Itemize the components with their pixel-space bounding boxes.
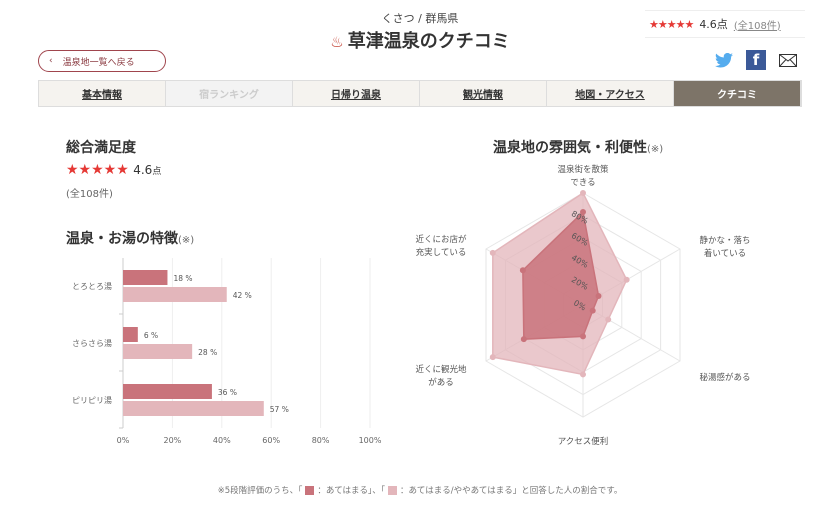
rating-stars: ★★★★★ [649,17,694,31]
bar [123,270,168,285]
satisfaction-rating: ★★★★★ 4.6点 [66,162,161,178]
bar-value-label: 57 % [270,405,289,414]
radar-axis-label: 着いている [704,248,746,259]
radar-point [589,307,596,314]
radar-point [489,354,496,361]
category-label: とろとろ湯 [72,281,112,291]
x-tick-label: 0% [117,436,130,445]
review-count-link[interactable]: (全108件) [733,20,781,32]
category-label: さらさら湯 [72,338,112,348]
rating-score: 4.6点 [699,18,728,31]
radar-axis-label: アクセス便利 [558,436,609,447]
radar-axis-label: 近くにお店が [415,234,467,245]
x-tick-label: 40% [213,436,231,445]
bar [123,384,212,399]
tab-reviews[interactable]: クチコミ [674,81,801,106]
tab-basic-info[interactable]: 基本情報 [39,81,166,106]
radar-chart-note: (※) [647,144,664,155]
header-rating: ★★★★★ 4.6点 (全108件) [645,10,805,38]
x-tick-label: 100% [359,436,382,445]
tab-day-trip[interactable]: 日帰り温泉 [293,81,420,106]
radar-axis-label: 静かな・落ち [699,235,750,246]
tab-inn-ranking: 宿ランキング [166,81,293,106]
radar-point [580,190,586,196]
radar-chart-title: 温泉地の雰囲気・利便性(※) [493,137,663,157]
back-label: 温泉地一覧へ戻る [62,57,135,68]
legend-swatch-dark [305,486,315,495]
tab-sightseeing[interactable]: 観光情報 [420,81,547,106]
category-label: ピリピリ湯 [72,395,112,405]
bar [123,287,227,302]
page-title: ♨ 草津温泉のクチコミ [0,27,840,53]
bar-value-label: 36 % [218,388,237,397]
radar-point [489,249,496,256]
tab-bar: 基本情報 宿ランキング 日帰り温泉 観光情報 地図・アクセス クチコミ [38,80,802,107]
satisfaction-count: (全108件) [66,189,113,200]
radar-point [520,336,527,343]
radar-axis-label: 秘湯感がある [699,372,750,383]
radar-axis-label: 近くに観光地 [415,364,467,375]
location-subtitle: くさつ / 群馬県 [381,12,459,25]
footnote-dark-label: ：あてはまる」、「 [317,486,386,496]
radar-axis-label: 温泉街を散策 [557,164,609,175]
bar-chart-title: 温泉・お湯の特徴(※) [66,228,194,248]
radar-point [623,276,630,283]
bar [123,401,264,416]
twitter-icon[interactable] [714,50,734,70]
x-tick-label: 20% [164,436,182,445]
legend-footnote: ※5段階評価のうち、「 ：あてはまる」、「 ：あてはまる/ややあてはまる」と回答した… [0,484,840,496]
page-title-text: 草津温泉のクチコミ [347,31,510,52]
radar-axis-label: できる [570,178,595,188]
bar-chart-title-text: 温泉・お湯の特徴 [66,231,178,247]
radar-chart-title-text: 温泉地の雰囲気・利便性 [493,140,647,156]
satisfaction-heading: 総合満足度 [66,140,136,156]
bar-value-label: 28 % [198,348,217,357]
facebook-icon[interactable]: f [746,50,766,70]
footnote-prefix: ※5段階評価のうち、「 [217,486,303,496]
bar-value-label: 18 % [173,274,192,283]
hot-spring-icon: ♨ [330,33,344,51]
satisfaction-unit: 点 [152,167,162,177]
satisfaction-stars: ★★★★★ [66,162,129,178]
bar-value-label: 6 % [144,331,158,340]
radar-point [580,209,586,216]
chevron-left-icon: ‹ [49,56,53,66]
bar [123,327,138,342]
radar-axis-label: がある [428,377,454,388]
radar-point [605,316,612,323]
radar-point [580,371,586,378]
tab-map-access[interactable]: 地図・アクセス [547,81,674,106]
footnote-light-label: ：あてはまる/ややあてはまる」と回答した人の割合です。 [400,486,623,496]
bar [123,344,193,359]
legend-swatch-light [388,486,398,495]
mail-icon[interactable] [778,50,798,70]
satisfaction-score: 4.6 [133,163,153,177]
back-to-list-button[interactable]: ‹ 温泉地一覧へ戻る [38,50,166,72]
x-tick-label: 60% [262,436,280,445]
bar-value-label: 42 % [233,291,252,300]
radar-point [595,293,602,300]
radar-axis-label: 充実している [416,247,467,258]
x-tick-label: 80% [312,436,330,445]
radar-point [580,333,586,340]
radar-point [519,267,526,274]
bar-chart-note: (※) [178,235,195,246]
